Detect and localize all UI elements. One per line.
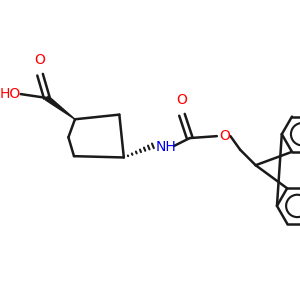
Text: HO: HO (0, 87, 21, 101)
Text: O: O (176, 93, 188, 107)
Text: O: O (219, 129, 230, 143)
Text: O: O (34, 53, 46, 67)
Text: NH: NH (156, 140, 177, 154)
Polygon shape (45, 96, 75, 119)
